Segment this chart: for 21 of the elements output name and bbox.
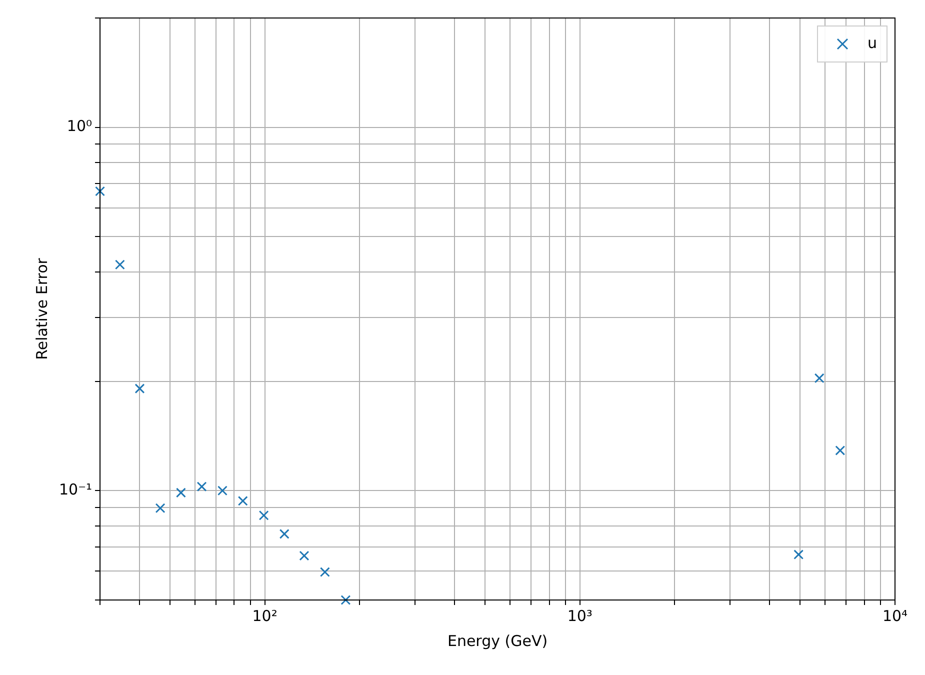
legend-label: u — [867, 34, 878, 52]
point — [196, 482, 207, 492]
x-axis-title: Energy (GeV) — [447, 632, 548, 650]
point — [340, 595, 351, 605]
point — [258, 510, 269, 520]
y-tick-label: 10⁰ — [66, 117, 92, 136]
point — [95, 186, 106, 196]
point — [134, 384, 145, 394]
point — [299, 550, 310, 561]
x-tick-label: 10⁴ — [882, 606, 908, 625]
point — [155, 503, 166, 514]
point — [320, 567, 330, 578]
point — [279, 528, 290, 539]
point — [217, 486, 228, 496]
y-tick-label: 10⁻¹ — [58, 480, 92, 499]
point — [176, 488, 186, 498]
y-axis-title: Relative Error — [32, 257, 51, 360]
point — [238, 496, 248, 506]
x-tick-label: 10² — [252, 606, 278, 625]
point — [114, 260, 125, 270]
x-tick-label: 10³ — [567, 606, 592, 625]
